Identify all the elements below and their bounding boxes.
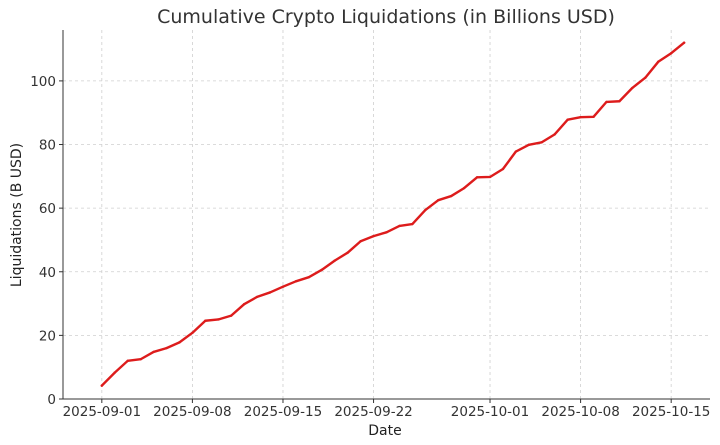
data-point	[553, 133, 556, 136]
data-point	[450, 194, 453, 198]
data-point	[657, 60, 660, 64]
data-point	[307, 275, 311, 279]
data-point	[230, 314, 233, 317]
data-point	[320, 268, 323, 272]
data-point	[475, 176, 479, 179]
data-point	[682, 41, 686, 44]
data-point	[411, 222, 414, 226]
x-tick-label: 2025-09-22	[334, 404, 412, 420]
data-point	[139, 358, 142, 361]
data-points	[100, 41, 686, 387]
data-point	[242, 303, 246, 306]
data-point	[669, 52, 673, 55]
data-point	[566, 118, 569, 121]
data-point	[385, 231, 388, 234]
data-point	[424, 208, 427, 212]
x-tick-label: 2025-09-15	[244, 404, 322, 420]
data-point	[631, 86, 634, 90]
data-point	[191, 331, 194, 335]
data-point	[527, 143, 531, 147]
data-point	[462, 186, 466, 190]
data-point	[501, 167, 505, 171]
data-point	[333, 259, 336, 262]
x-tick-label: 2025-09-08	[153, 404, 231, 420]
data-point	[204, 319, 207, 322]
data-point	[592, 115, 595, 119]
y-tick-label: 40	[39, 265, 56, 281]
x-tick-label: 2025-10-15	[632, 404, 710, 420]
y-tick-label: 100	[30, 74, 56, 90]
data-point	[217, 318, 220, 321]
y-tick-label: 60	[39, 201, 56, 217]
y-tick-label: 20	[39, 328, 56, 344]
data-point	[514, 150, 518, 153]
data-point	[178, 341, 181, 344]
data-point	[540, 141, 543, 144]
data-point	[255, 295, 259, 299]
data-point	[268, 291, 272, 294]
gridlines	[63, 30, 710, 400]
data-point	[281, 285, 285, 288]
y-tick-label: 0	[47, 392, 56, 408]
y-axis-title: Liquidations (B USD)	[9, 143, 25, 287]
data-point	[126, 359, 129, 363]
data-point	[100, 384, 104, 387]
data-point	[437, 198, 440, 202]
data-point	[644, 76, 647, 79]
data-point	[579, 115, 582, 119]
data-point	[113, 371, 116, 374]
data-point	[359, 240, 362, 243]
x-tick-label: 2025-10-01	[451, 404, 529, 420]
x-axis-title: Date	[368, 423, 401, 439]
data-point	[618, 100, 621, 103]
x-tick-label: 2025-10-08	[541, 404, 619, 420]
x-tick-label: 2025-09-01	[63, 404, 141, 420]
axes	[62, 30, 710, 400]
data-point	[372, 234, 375, 238]
chart-title: Cumulative Crypto Liquidations (in Billi…	[157, 6, 615, 28]
data-point	[165, 346, 168, 350]
data-point	[488, 175, 492, 179]
data-point	[605, 100, 608, 104]
data-point	[398, 224, 401, 228]
series-line	[100, 41, 686, 387]
y-tick-label: 80	[39, 138, 56, 154]
data-point	[152, 350, 155, 354]
data-point	[346, 251, 349, 254]
data-point	[294, 280, 298, 283]
tick-labels: 0 20 40 60 80 100 2025-09-01 2025-09-08 2025-09-…	[30, 74, 710, 420]
